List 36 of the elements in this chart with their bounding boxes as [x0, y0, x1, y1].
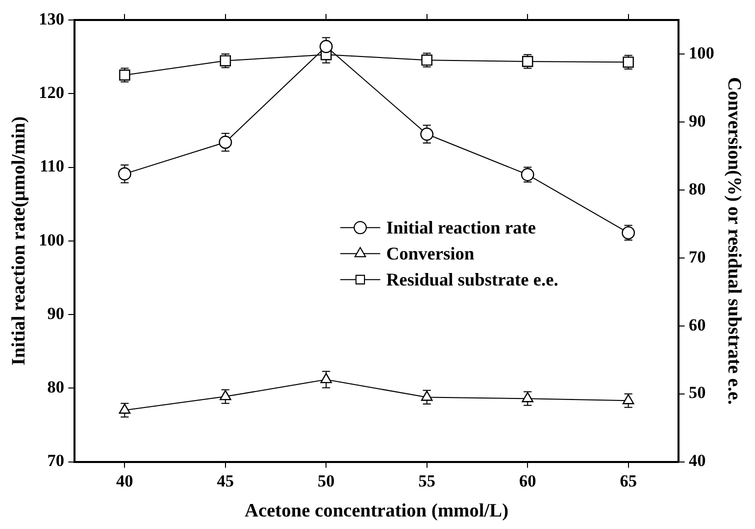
y2-tick-label: 80 — [688, 179, 706, 198]
y2-tick-label: 40 — [688, 451, 706, 470]
y2-tick-label: 70 — [688, 247, 706, 266]
point — [622, 394, 634, 404]
legend-label: Residual substrate e.e. — [386, 269, 558, 290]
x-tick-label: 55 — [418, 471, 436, 490]
x-tick-label: 40 — [116, 471, 134, 490]
x-tick-label: 45 — [216, 471, 234, 490]
point — [118, 404, 130, 414]
y2-tick-label: 50 — [688, 383, 706, 402]
y-tick-label: 90 — [47, 304, 64, 323]
x-tick-label: 60 — [519, 471, 536, 490]
x-tick-label: 65 — [620, 471, 637, 490]
legend-label: Conversion — [386, 243, 474, 264]
point — [421, 390, 433, 401]
y-tick-label: 110 — [40, 156, 64, 176]
point — [118, 167, 132, 180]
y2-tick-label: 60 — [688, 315, 706, 334]
point — [320, 40, 333, 54]
point — [420, 128, 434, 141]
y2-tick-label: 100 — [688, 43, 714, 62]
y-tick-label: 130 — [38, 9, 64, 28]
point — [522, 392, 534, 402]
y2-axis-title: Conversion(%) or residual substrate e.e. — [724, 77, 745, 405]
point — [220, 390, 232, 400]
legend-label: Initial reaction rate — [386, 217, 536, 238]
point — [320, 372, 332, 384]
x-axis-title: Acetone concentration (mmol/L) — [244, 500, 508, 522]
y-axis-title: Initial reaction rate(μmol/min) — [8, 116, 30, 366]
y-tick-label: 80 — [47, 378, 64, 397]
y-tick-label: 120 — [38, 83, 64, 102]
y-tick-label: 100 — [38, 230, 64, 250]
x-tick-label: 50 — [318, 471, 335, 490]
y-tick-label: 70 — [47, 451, 64, 470]
point — [218, 136, 232, 149]
y2-tick-label: 90 — [688, 111, 706, 130]
